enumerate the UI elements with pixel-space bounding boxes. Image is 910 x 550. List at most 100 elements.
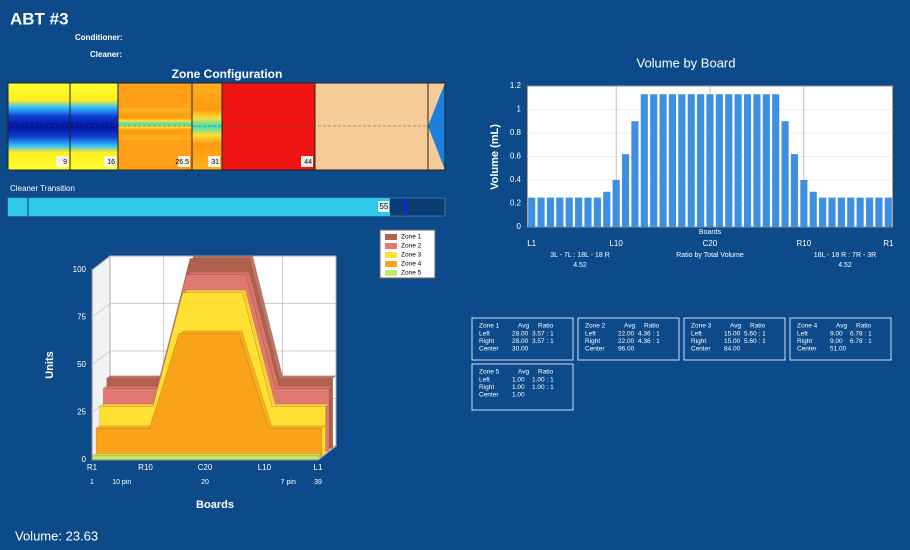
col-header: Ratio (538, 369, 554, 376)
legend-label: Zone 5 (401, 270, 422, 277)
area (95, 333, 323, 458)
volume: Volume: 23.63 (15, 528, 98, 543)
bar (819, 197, 827, 227)
zone-cell: 1.00 (512, 384, 525, 391)
zone-cell: 28.00 (512, 338, 529, 345)
y-tick-label: 0 (82, 455, 87, 464)
x-tick-label: C20 (703, 239, 718, 248)
conditioner-label: Conditioner: (75, 33, 123, 42)
chart-title: Volume by Board (636, 55, 735, 70)
zone-cell: 28.00 (512, 331, 529, 338)
zone-cell: Center (691, 346, 711, 353)
zone-cell: 5.60 : 1 (744, 338, 766, 345)
bar (762, 94, 770, 227)
col-header: Ratio (856, 323, 872, 330)
col-header: Avg (836, 323, 847, 330)
col-header: Avg (518, 369, 529, 376)
x-tick-label: R10 (797, 239, 812, 248)
bar (781, 121, 789, 227)
zone-cell: 9.00 (830, 331, 843, 338)
zone-cell: 6.78 : 1 (850, 338, 872, 345)
y-axis-label: Units (44, 351, 56, 379)
bar (546, 197, 555, 227)
zone-cell (222, 83, 315, 170)
y-axis-label: Volume (mL) (489, 124, 501, 190)
zone-cell: 51.00 (830, 346, 847, 353)
legend-swatch (385, 234, 397, 240)
boundary-label: 44 (304, 159, 312, 166)
bar (678, 94, 686, 227)
transition-label-bg (378, 201, 389, 212)
x-tick-label: R1 (87, 463, 98, 472)
zone-cell: 1.00 (512, 377, 525, 384)
zone-box (789, 317, 892, 361)
col-header: Avg (518, 323, 529, 330)
bar (828, 197, 836, 227)
grid-line-v (317, 256, 337, 461)
zone-cell: 15.00 (724, 331, 741, 338)
bar (621, 154, 630, 227)
x-tick-label: L1 (314, 463, 323, 472)
boundary-label-bg (104, 156, 116, 167)
x-tick-label-2: 7 pin (281, 479, 296, 486)
bar (631, 121, 639, 227)
zone-cell: Center (479, 392, 499, 399)
zone-cell: 1.00 (512, 392, 525, 399)
bar (809, 191, 817, 227)
bar (715, 94, 723, 227)
x-tick-label: L1 (527, 239, 536, 248)
legend-swatch (385, 261, 397, 267)
x-axis-label: Boards (196, 499, 234, 511)
zone-end (428, 83, 445, 170)
col-header: Avg (730, 323, 741, 330)
zone-cell: Left (585, 331, 596, 338)
bar (725, 94, 733, 227)
bar (537, 197, 545, 227)
zone-cell: Right (585, 338, 600, 345)
zone-cell: Right (797, 338, 812, 345)
legend-label: Zone 1 (401, 234, 422, 241)
bar (668, 94, 677, 227)
x-axis-label: Boards (699, 229, 722, 236)
bar (856, 197, 864, 227)
zone-dividers (69, 83, 429, 170)
zone-cell: 3.57 : 1 (532, 338, 554, 345)
x-tick-label-2: 10 pin (112, 479, 131, 486)
col-header: Ratio (538, 323, 554, 330)
y-tick-label: 1 (517, 105, 522, 114)
title: ABT #3 (10, 9, 69, 28)
boundary-label-bg (56, 156, 68, 167)
bar (697, 94, 705, 227)
y-tick-label: 0.8 (510, 128, 522, 137)
y-tick-label: 0.4 (510, 175, 522, 184)
zone-cell: 5.60 : 1 (744, 331, 766, 338)
bar (753, 94, 761, 227)
zone-cell: Left (797, 331, 808, 338)
zone-cell: Center (797, 346, 817, 353)
bar (650, 94, 658, 227)
zone-cell: 22.00 (618, 338, 635, 345)
transition-value: 55 (380, 202, 389, 211)
x-tick-label: L10 (258, 463, 272, 472)
bar (800, 180, 808, 227)
zone-cell: 1.00 : 1 (532, 377, 554, 384)
transition-title: Cleaner Transition (10, 184, 75, 193)
legend-label: Zone 2 (401, 243, 422, 250)
x-tick-label: R10 (138, 463, 153, 472)
y-tick-label: 50 (77, 360, 86, 369)
zone-cell: Center (585, 346, 605, 353)
bar (575, 197, 583, 227)
bar (875, 197, 883, 227)
y-tick-label: 75 (77, 313, 86, 322)
x-tick-label-2: 39 (314, 479, 322, 486)
legend-swatch (385, 252, 397, 258)
legend-swatch (385, 270, 397, 276)
transition-bar (8, 198, 390, 216)
y-tick-label: 1.2 (510, 81, 522, 90)
bar (612, 180, 620, 227)
y-tick-label: 100 (73, 265, 87, 274)
bar (603, 191, 611, 227)
note: Ratio by Total Volume (676, 252, 744, 259)
